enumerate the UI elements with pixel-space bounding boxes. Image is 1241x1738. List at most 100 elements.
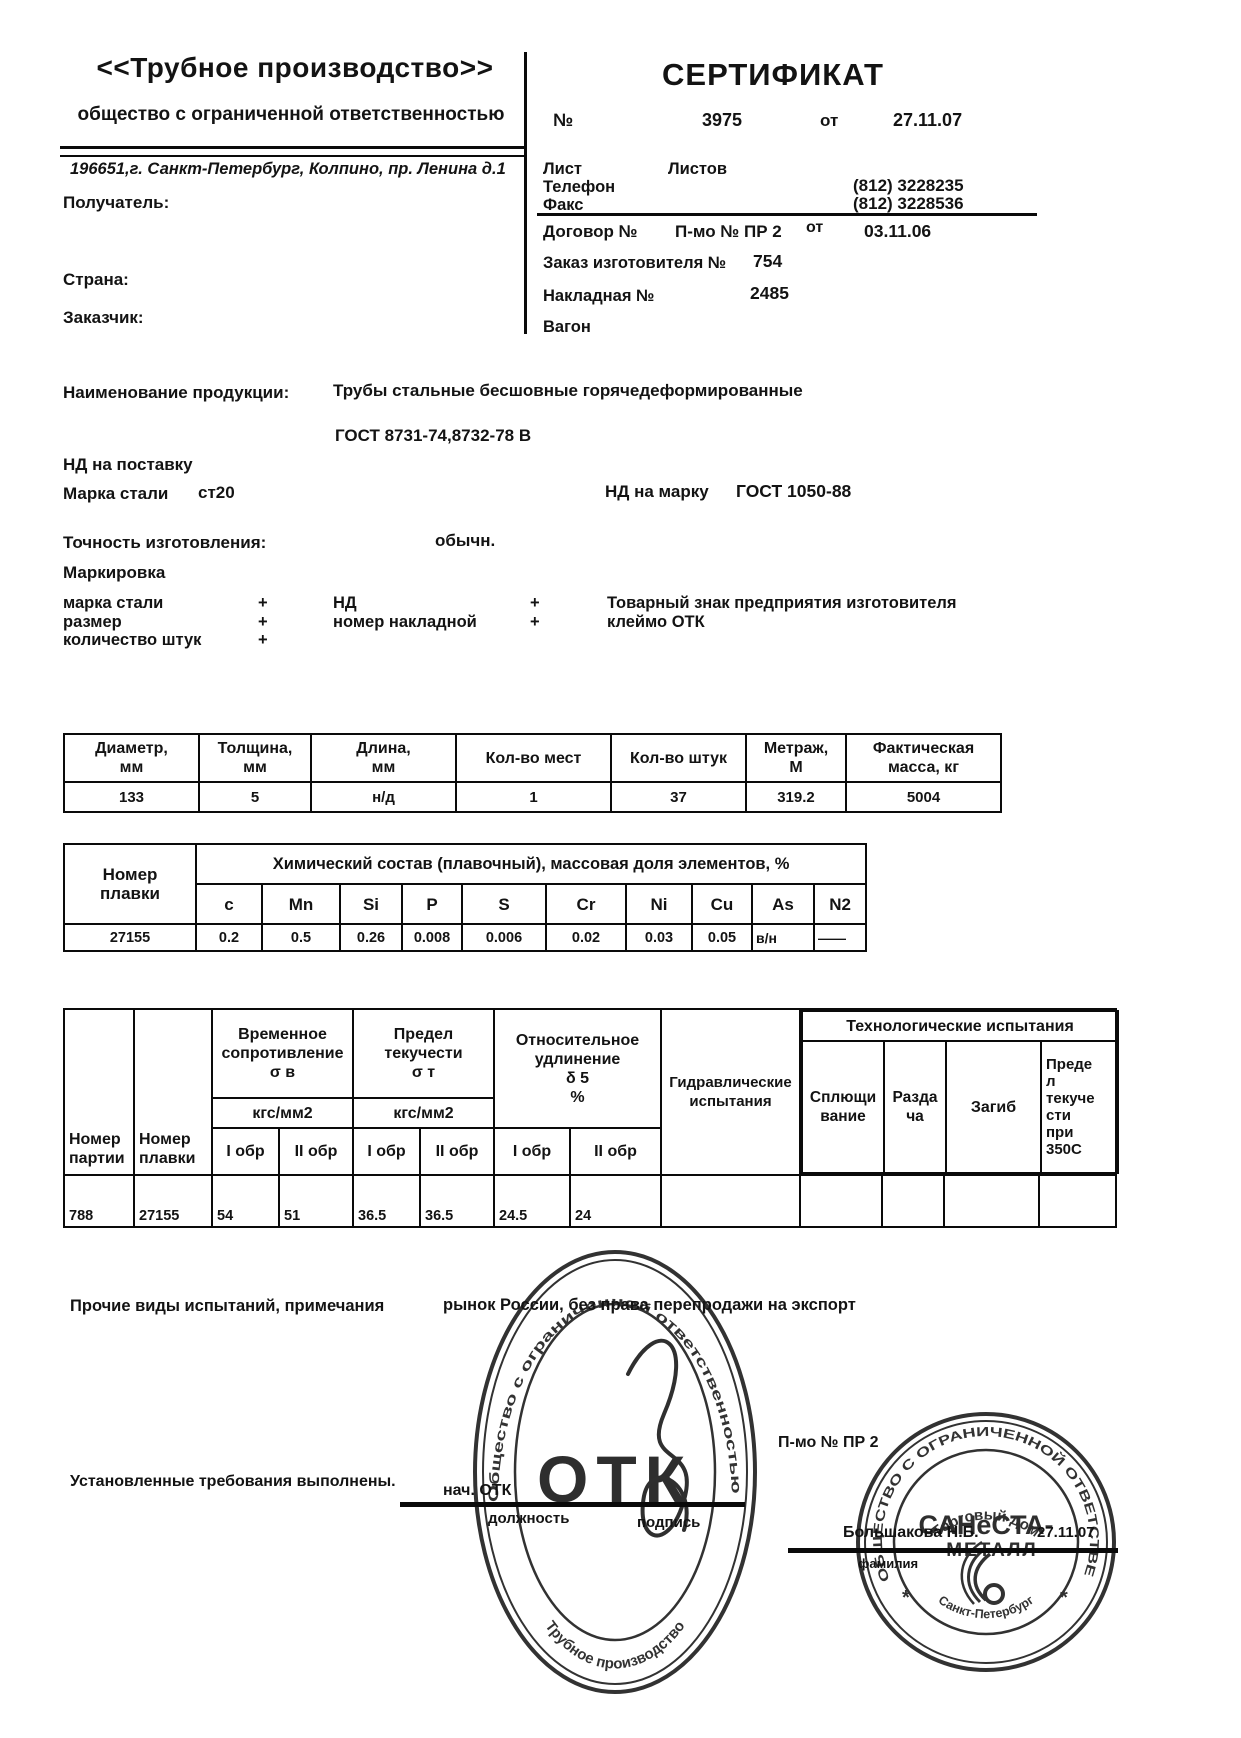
- recipient-label: Получатель:: [63, 193, 170, 212]
- position-sign-line: [400, 1502, 745, 1507]
- heat-number-label2: Номер плавки: [133, 1008, 213, 1176]
- specimen-header: I обр: [211, 1127, 280, 1176]
- star-right: *: [1060, 1587, 1068, 1609]
- header-double-rule: [60, 146, 525, 157]
- stamp-outer-ring-2: [482, 1259, 748, 1685]
- plus-mark: +: [258, 631, 268, 649]
- dim-value: н/д: [310, 781, 457, 813]
- chem-element: N2: [812, 883, 868, 925]
- tensile-unit: кгс/мм2: [211, 1097, 354, 1130]
- chemical-table: Номер плавки Химический состав (плавочны…: [63, 843, 868, 952]
- bend-header: Загиб: [945, 1040, 1042, 1174]
- chem-value: в/н: [751, 923, 815, 952]
- customer-label: Заказчик:: [63, 308, 144, 327]
- elongation-2: 24: [569, 1174, 662, 1228]
- contacts-rule: [537, 213, 1037, 216]
- chem-value: 0.26: [339, 923, 403, 952]
- elongation-1: 24.5: [493, 1174, 571, 1228]
- marking-label: Маркировка: [63, 563, 166, 582]
- header-vertical-divider: [524, 52, 527, 334]
- dim-value: 5: [198, 781, 312, 813]
- cert-no-value: 3975: [702, 110, 743, 130]
- marking-item: количество штук: [63, 631, 202, 649]
- bend-value: [943, 1174, 1040, 1228]
- chem-element: Mn: [261, 883, 341, 925]
- yield-2: 36.5: [419, 1174, 495, 1228]
- nd-grade-label: НД на марку: [605, 482, 709, 501]
- dim-header: Длина, мм: [310, 733, 457, 783]
- chem-element: P: [401, 883, 463, 925]
- tech-tests-block: Технологические испытания Сплющи вание Р…: [799, 1008, 1120, 1176]
- dim-header: Метраж, М: [745, 733, 847, 783]
- marking-item: номер накладной: [333, 612, 477, 631]
- sanesta-round-stamp: ОБЩЕСТВО С ОГРАНИЧЕННОЙ ОТВЕТСТВЕННОСТЬЮ…: [852, 1408, 1116, 1672]
- chem-value: 0.008: [401, 923, 463, 952]
- company-type: общество с ограниченной ответственностью: [77, 104, 505, 125]
- dim-header: Толщина, мм: [198, 733, 312, 783]
- chem-value: ——: [812, 923, 868, 952]
- dimensions-table: Диаметр, мм Толщина, мм Длина, мм Кол-во…: [63, 733, 1002, 813]
- specimen-header: II обр: [278, 1127, 354, 1176]
- sanesta-logo: [960, 1540, 1005, 1605]
- chem-value: 0.006: [461, 923, 547, 952]
- stamp-inner-ring: [513, 1302, 717, 1642]
- hydraulic-value: [660, 1174, 801, 1228]
- stamp-outer-ring: [473, 1250, 757, 1694]
- contract-label: Договор №: [543, 222, 638, 241]
- position-label: должность: [488, 1510, 570, 1527]
- otk-bottom-text: Трубное производство: [542, 1618, 689, 1673]
- other-tests-label: Прочие виды испытаний, примечания: [70, 1297, 385, 1315]
- requirements-text: Установленные требования выполнены.: [70, 1473, 396, 1490]
- product-name-label: Наименование продукции:: [63, 383, 290, 402]
- sheet-label: Лист: [543, 160, 582, 178]
- otk-round-stamp: Общество с ограниченной ответственностью…: [473, 1250, 757, 1694]
- stamp-outer-ring: [856, 1412, 1116, 1672]
- specimen-header: I обр: [352, 1127, 421, 1176]
- heat-number-value: 27155: [63, 923, 197, 952]
- invoice-value: 2485: [750, 283, 789, 303]
- chem-element: c: [195, 883, 263, 925]
- sign-label: подпись: [637, 1514, 701, 1531]
- hydraulic-tests-header: Гидравлические испытания: [660, 1008, 801, 1176]
- phone-value: (812) 3228235: [853, 176, 964, 195]
- yield-unit: кгс/мм2: [352, 1097, 495, 1130]
- marking-col2-marks: + +: [530, 594, 540, 631]
- svg-text:Трубное производство: Трубное производство: [542, 1618, 689, 1673]
- chem-element: S: [461, 883, 547, 925]
- chem-value: 0.5: [261, 923, 341, 952]
- sheets-label: Листов: [668, 160, 727, 178]
- tensile-2: 51: [278, 1174, 354, 1228]
- star-left: *: [902, 1587, 910, 1609]
- order-value: 754: [753, 251, 783, 271]
- flattening-value: [799, 1174, 883, 1228]
- dim-value: 133: [63, 781, 200, 813]
- sign-date: 27.11.07: [1037, 1524, 1095, 1541]
- mechanical-table: Номер партии Номер плавки Временное сопр…: [63, 1007, 1120, 1228]
- cert-date: 27.11.07: [893, 110, 963, 130]
- nd-supply-label: НД на поставку: [63, 455, 193, 474]
- plus-mark: +: [258, 612, 268, 631]
- cert-no-label: №: [553, 110, 574, 130]
- other-tests-value: рынок России, без права перепродажи на э…: [443, 1296, 856, 1314]
- certificate-title: СЕРТИФИКАТ: [662, 57, 884, 92]
- yield-350-header: Преде л текуче сти при 350С: [1039, 1040, 1120, 1174]
- country-label: Страна:: [63, 270, 129, 289]
- dim-value: 5004: [845, 781, 1002, 813]
- dim-header: Диаметр, мм: [63, 733, 200, 783]
- elongation-header: Относительное удлинение δ 5 %: [493, 1007, 662, 1130]
- stamp-inner-ring: [892, 1448, 1080, 1636]
- expansion-value: [881, 1174, 945, 1228]
- specimen-header: II обр: [569, 1127, 662, 1176]
- dim-header: Кол-во мест: [455, 733, 612, 783]
- pmo-note: П-мо № ПР 2: [778, 1434, 879, 1451]
- phone-label: Телефон: [543, 178, 616, 196]
- contract-ot: от: [806, 219, 824, 236]
- fax-value: (812) 3228536: [853, 194, 964, 213]
- expansion-header: Разда ча: [883, 1040, 947, 1174]
- marking-item: клеймо ОТК: [607, 612, 705, 631]
- marking-col2: НД номер накладной: [333, 594, 477, 631]
- plus-mark: +: [530, 594, 540, 612]
- precision-label: Точность изготовления:: [63, 533, 267, 552]
- steel-grade-label: Марка стали: [63, 484, 169, 503]
